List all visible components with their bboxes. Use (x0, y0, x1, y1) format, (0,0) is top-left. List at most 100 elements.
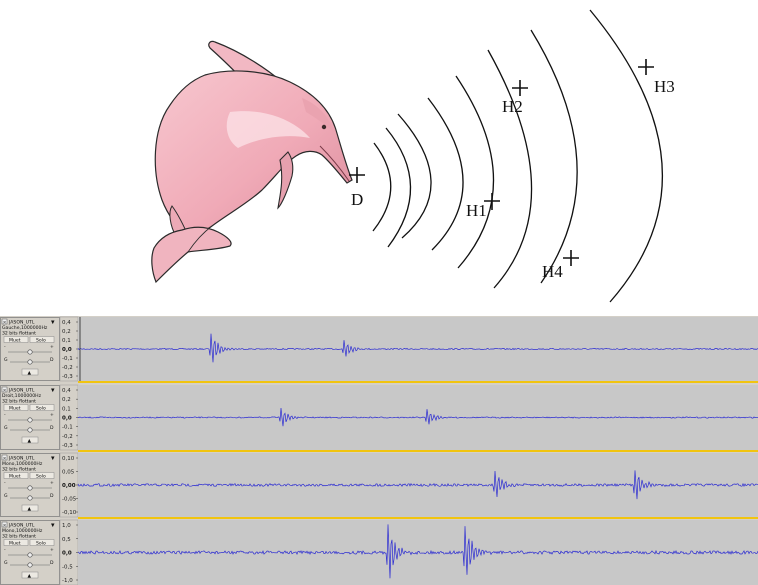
track-close-button[interactable] (1, 521, 8, 528)
ruler-tick-label: 0,1 (62, 338, 71, 344)
mute-button[interactable] (3, 404, 29, 411)
label-d: D (351, 190, 363, 209)
track-name-menu[interactable]: JASON_UTL (8, 522, 35, 528)
wave-arc (589, 9, 664, 303)
close-icon: × (3, 522, 7, 528)
mute-button[interactable] (3, 539, 29, 546)
chevron-down-icon: ▼ (51, 456, 55, 461)
wave-arc (427, 97, 464, 251)
track-rate-label: Gauche,1000000Hz (2, 325, 48, 331)
pan-slider-thumb[interactable] (27, 562, 33, 568)
gain-minus-label: - (4, 548, 6, 553)
label-h1: H1 (466, 201, 487, 220)
solo-button[interactable] (29, 336, 55, 343)
mute-button-label: Muet (9, 405, 21, 411)
pan-slider-thumb[interactable] (27, 359, 33, 365)
gain-plus-label: + (50, 344, 54, 350)
gain-slider-thumb[interactable] (27, 552, 33, 558)
wave-arc (455, 75, 495, 269)
ruler-tick-label: -0,2 (62, 365, 73, 371)
wave-arc (397, 113, 432, 239)
track-close-button[interactable] (1, 454, 8, 461)
track-rate-label: Mono,1000000Hz (2, 528, 43, 534)
track-name-menu[interactable]: JASON_UTL (8, 455, 35, 461)
pan-right-label: D (50, 425, 54, 431)
mute-button[interactable] (3, 472, 29, 479)
track-close-button[interactable] (1, 386, 8, 393)
chevron-up-icon: ▲ (28, 574, 32, 579)
chevron-up-icon: ▲ (28, 371, 32, 376)
ruler-tick-label: -0,3 (62, 443, 73, 449)
wave-arc (487, 49, 533, 289)
ruler-tick-label: 0,2 (62, 397, 71, 403)
gain-slider-thumb[interactable] (27, 485, 33, 491)
label-h4: H4 (542, 262, 563, 281)
collapse-button[interactable] (21, 368, 39, 376)
track-rate-label: Mono,1000000Hz (2, 461, 43, 467)
collapse-button[interactable] (21, 436, 39, 444)
waveform (77, 333, 758, 363)
mute-button-label: Muet (9, 337, 21, 343)
track-rate-label: Droit,1000000Hz (2, 393, 42, 399)
track-name-menu[interactable]: JASON_UTL (8, 319, 35, 325)
collapse-button[interactable] (21, 504, 39, 512)
ruler-tick-label: 0,0 (62, 347, 72, 353)
ruler-tick-label: -0,1 (62, 356, 73, 362)
ruler-tick-label: -0,5 (62, 564, 73, 570)
hydrophone-h2: H2 (502, 80, 528, 116)
collapse-button[interactable] (21, 571, 39, 579)
source-point-d: D (349, 167, 365, 209)
solo-button[interactable] (29, 472, 55, 479)
ruler-tick-label: -0,10 (62, 510, 77, 516)
close-icon: × (3, 455, 7, 461)
gain-slider-thumb[interactable] (27, 349, 33, 355)
track-separator (78, 450, 758, 452)
pan-slider-thumb[interactable] (27, 427, 33, 433)
close-icon: × (3, 387, 7, 393)
waveform (77, 470, 758, 500)
ruler-tick-label: 0,2 (62, 329, 71, 335)
wave-arc (530, 29, 578, 284)
solo-button-label: Solo (36, 540, 46, 546)
gain-slider-thumb[interactable] (27, 417, 33, 423)
track-format-label: 32 bits flottant (2, 534, 36, 540)
solo-button-label: Solo (36, 405, 46, 411)
hydrophone-h1: H1 (466, 193, 500, 220)
gain-minus-label: - (4, 345, 6, 350)
chevron-down-icon: ▼ (51, 388, 55, 393)
ruler-tick-label: 1,0 (62, 523, 71, 529)
ruler-tick-label: 0,4 (62, 320, 71, 326)
track-format-label: 32 bits flottant (2, 399, 36, 405)
pan-left-label: G (4, 425, 8, 431)
ruler-tick-label: 0,00 (62, 483, 76, 489)
gain-plus-label: + (50, 412, 54, 418)
track-name-menu[interactable]: JASON_UTL (8, 387, 35, 393)
pan-right-label: D (50, 493, 54, 499)
track-close-button[interactable] (1, 318, 8, 325)
track-format-label: 32 bits flottant (2, 331, 36, 337)
chevron-down-icon: ▼ (51, 320, 55, 325)
solo-button[interactable] (29, 539, 55, 546)
pan-slider-thumb[interactable] (27, 495, 33, 501)
ruler-tick-label: -1,0 (62, 578, 73, 584)
mute-button-label: Muet (9, 473, 21, 479)
ruler-tick-label: -0,3 (62, 374, 73, 380)
track-separator (78, 381, 758, 383)
ruler-tick-label: 0,0 (62, 551, 72, 557)
close-icon: × (3, 319, 7, 325)
track-separator (78, 517, 758, 519)
mute-button[interactable] (3, 336, 29, 343)
solo-button[interactable] (29, 404, 55, 411)
label-h2: H2 (502, 97, 523, 116)
pan-left-label: G (4, 357, 8, 363)
waveform (78, 407, 758, 427)
gain-minus-label: - (4, 481, 6, 486)
dolphin-illustration (151, 40, 353, 284)
ruler-tick-label: 0,05 (62, 470, 75, 476)
ruler-tick-label: 0,0 (62, 416, 72, 422)
